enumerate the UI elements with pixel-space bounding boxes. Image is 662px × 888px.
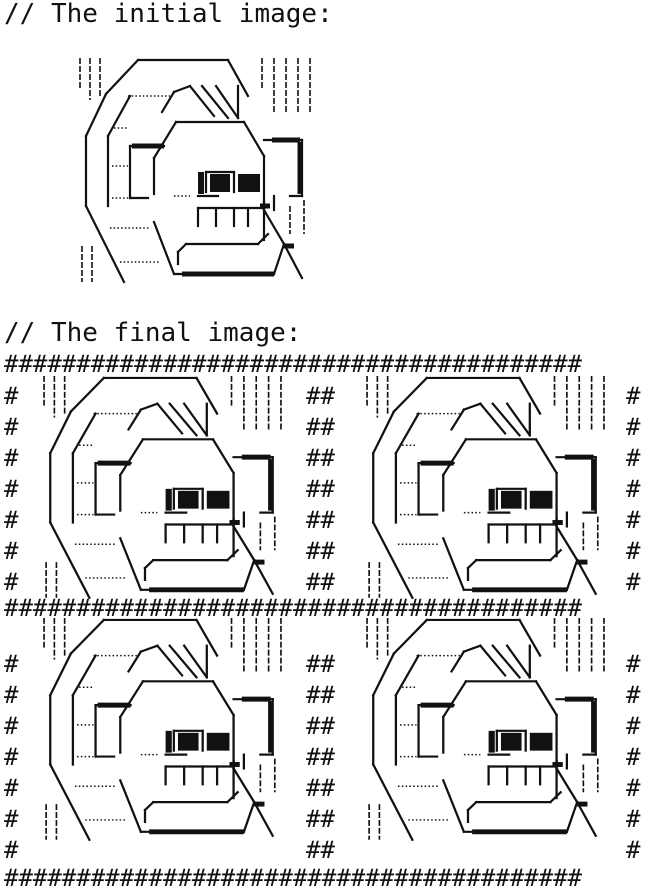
hash-middle: ##	[306, 382, 335, 410]
final-image-heading: // The final image:	[4, 318, 302, 348]
hash-row-bottom: ########################################	[4, 864, 583, 888]
hash-left: #	[4, 475, 19, 503]
hash-left: #	[4, 650, 19, 678]
hash-right: #	[626, 413, 641, 441]
hash-left: #	[4, 568, 19, 596]
hash-left: #	[4, 836, 19, 864]
final-monkey-art	[44, 618, 281, 840]
initial-monkey-art	[80, 58, 310, 282]
hash-middle: ##	[306, 568, 335, 596]
hash-middle: ##	[306, 774, 335, 802]
hash-left: #	[4, 712, 19, 740]
hash-right: #	[626, 382, 641, 410]
hash-border: ########################################…	[4, 350, 641, 888]
initial-image-heading: // The initial image:	[4, 0, 333, 29]
hash-middle: ##	[306, 537, 335, 565]
hash-right: #	[626, 774, 641, 802]
hash-row-middle: ########################################	[4, 594, 583, 622]
hash-right: #	[626, 681, 641, 709]
hash-middle: ##	[306, 506, 335, 534]
hash-left: #	[4, 444, 19, 472]
hash-middle: ##	[306, 712, 335, 740]
hash-right: #	[626, 650, 641, 678]
hash-middle: ##	[306, 836, 335, 864]
hash-middle: ##	[306, 681, 335, 709]
hash-left: #	[4, 506, 19, 534]
hash-left: #	[4, 537, 19, 565]
hash-row-top: ########################################	[4, 350, 583, 378]
hash-right: #	[626, 537, 641, 565]
final-monkey-art	[367, 376, 604, 598]
hash-left: #	[4, 774, 19, 802]
hash-right: #	[626, 743, 641, 771]
hash-right: #	[626, 712, 641, 740]
hash-middle: ##	[306, 444, 335, 472]
hash-left: #	[4, 805, 19, 833]
hash-left: #	[4, 413, 19, 441]
hash-right: #	[626, 506, 641, 534]
hash-right: #	[626, 444, 641, 472]
hash-left: #	[4, 681, 19, 709]
hash-right: #	[626, 568, 641, 596]
hash-middle: ##	[306, 650, 335, 678]
hash-middle: ##	[306, 805, 335, 833]
hash-left: #	[4, 743, 19, 771]
hash-middle: ##	[306, 413, 335, 441]
hash-right: #	[626, 836, 641, 864]
hash-left: #	[4, 382, 19, 410]
hash-right: #	[626, 805, 641, 833]
hash-middle: ##	[306, 743, 335, 771]
final-monkey-art	[367, 618, 604, 840]
hash-middle: ##	[306, 475, 335, 503]
hash-right: #	[626, 475, 641, 503]
final-monkey-art	[44, 376, 281, 598]
